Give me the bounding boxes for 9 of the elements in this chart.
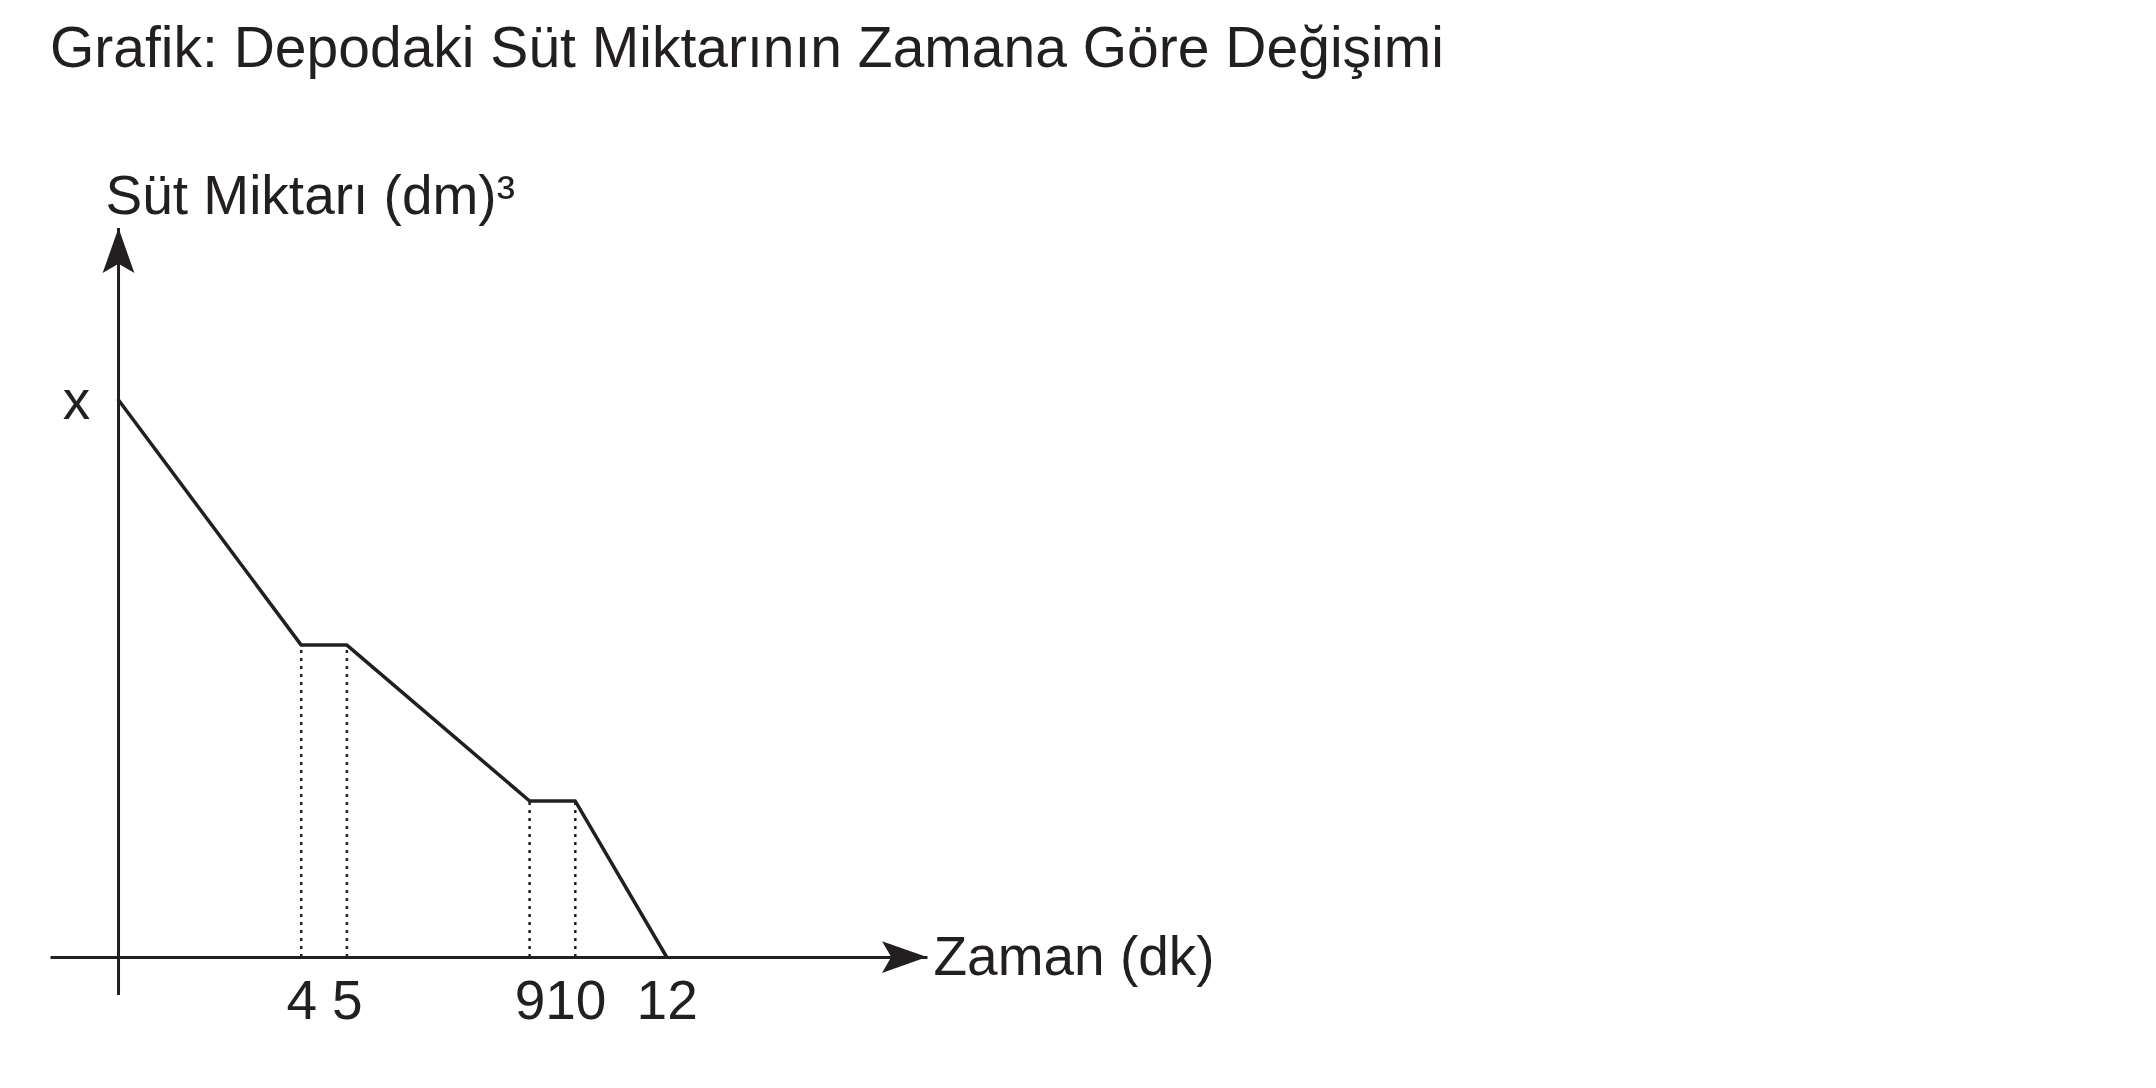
x-tick-label: 5 <box>332 968 363 1031</box>
x-tick-label: 10 <box>545 968 607 1031</box>
x-axis-title: Zaman (dk) <box>933 924 1215 987</box>
x-tick-label: 9 <box>514 968 546 1031</box>
annotation: x <box>62 369 91 431</box>
y-axis-title: Süt Miktarı (dm)³ <box>105 163 515 226</box>
x-tick-label: 12 <box>636 968 698 1031</box>
chart-title: Grafik: Depodaki Süt Miktarının Zamana Göre Değişimi <box>50 15 1444 79</box>
x-tick-label: 4 <box>286 968 318 1031</box>
